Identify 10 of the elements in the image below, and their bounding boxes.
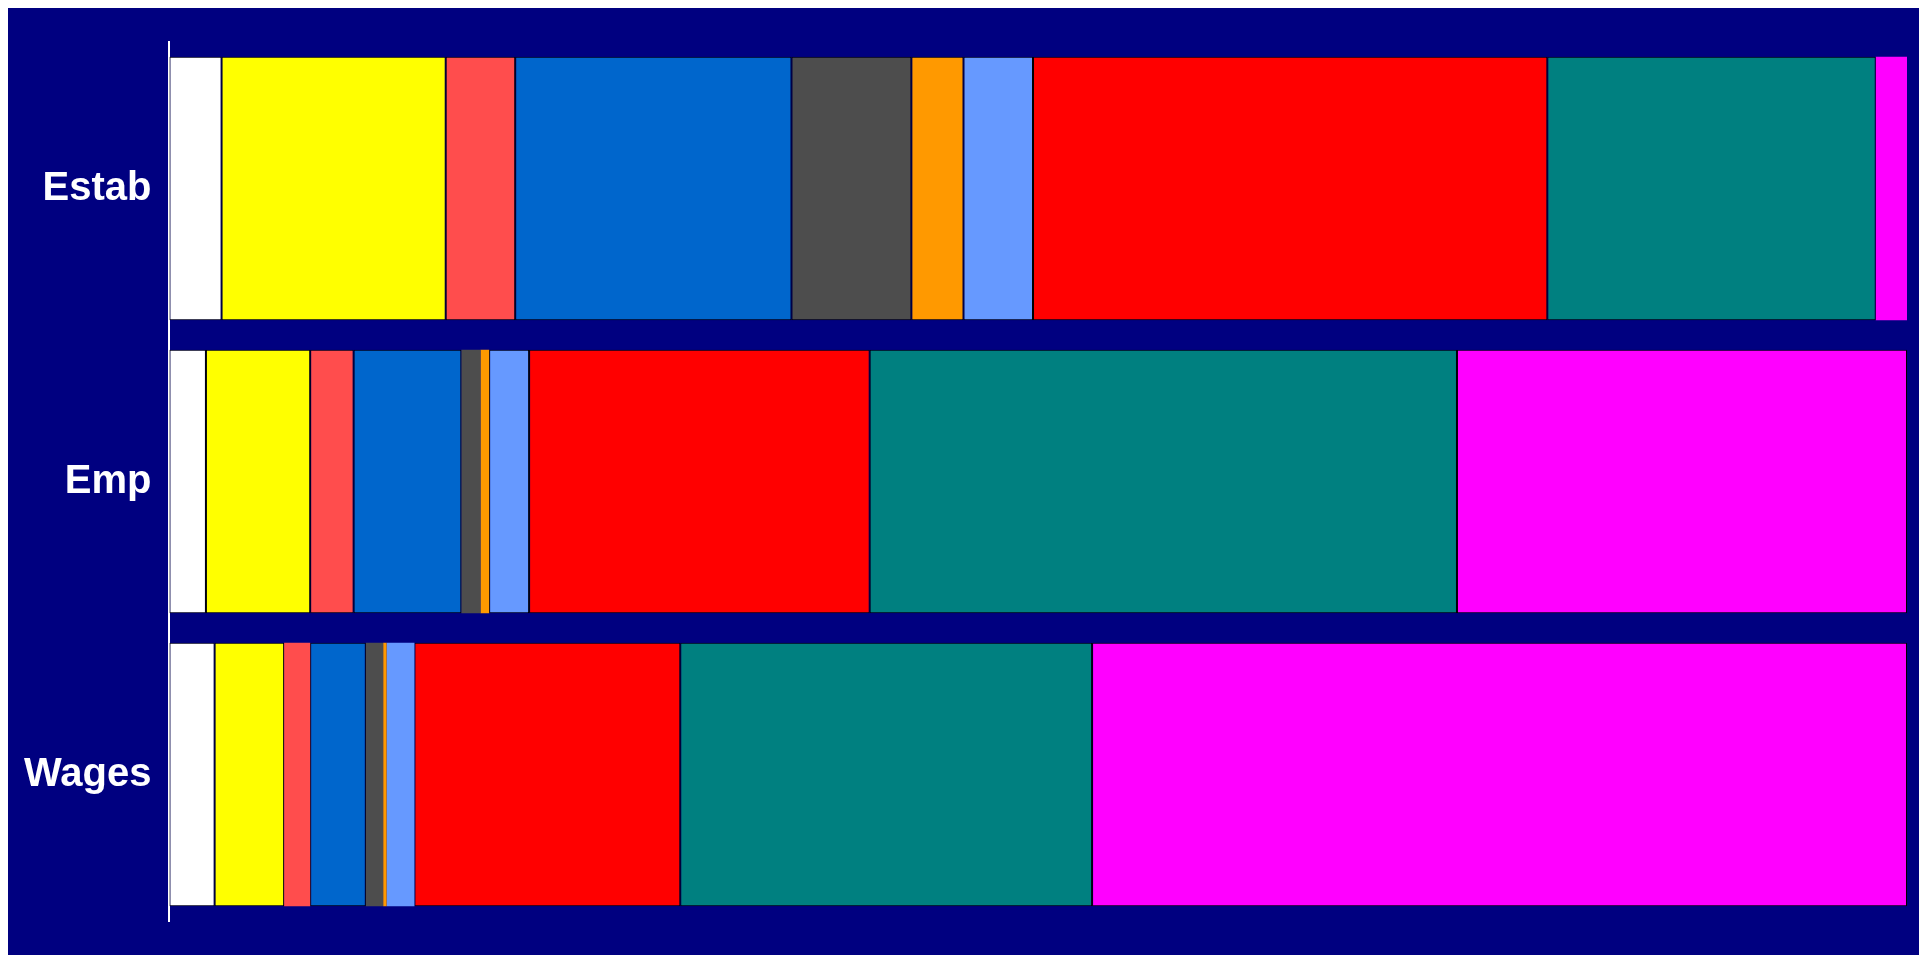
bar (284, 642, 311, 907)
bar (461, 349, 481, 614)
bar (365, 642, 384, 907)
bar (1875, 56, 1907, 321)
bar (383, 642, 387, 907)
y-tick-label: Estab (42, 163, 152, 208)
bar (386, 642, 415, 907)
bar (480, 349, 490, 614)
y-tick-label: Emp (64, 456, 152, 501)
y-tick-label: Wages (23, 749, 152, 794)
